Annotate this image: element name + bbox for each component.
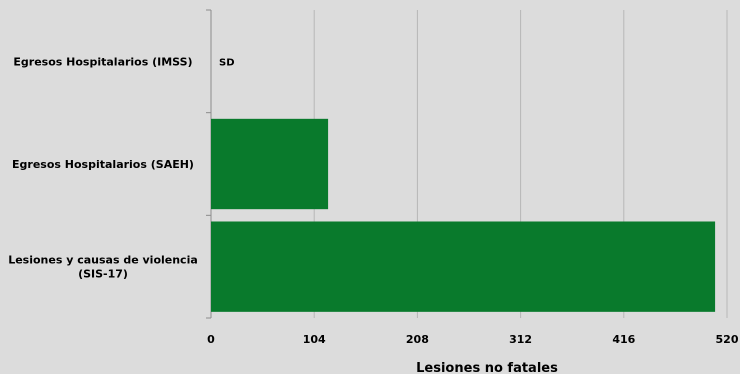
x-tick-label: 208 bbox=[406, 333, 429, 346]
category-label-line: Egresos Hospitalarios (SAEH) bbox=[12, 158, 194, 171]
category-label: Egresos Hospitalarios (IMSS) bbox=[13, 55, 192, 68]
x-tick-label: 416 bbox=[612, 333, 635, 346]
x-tick-labels: 0 104 208 312 416 520 bbox=[207, 333, 739, 346]
x-axis-title: Lesiones no fatales bbox=[416, 361, 558, 374]
category-label-line: (SIS-17) bbox=[78, 268, 128, 281]
bar bbox=[211, 221, 716, 312]
x-tick-label: 520 bbox=[716, 333, 739, 346]
x-tick-label: 104 bbox=[303, 333, 326, 346]
x-tick-label: 312 bbox=[509, 333, 532, 346]
axes bbox=[206, 9, 212, 319]
bars: SD bbox=[211, 57, 716, 312]
bar bbox=[211, 118, 329, 210]
category-label: Lesiones y causas de violencia (SIS-17) bbox=[8, 254, 198, 281]
value-label: SD bbox=[219, 57, 235, 68]
x-tick-label: 0 bbox=[207, 333, 215, 346]
category-label-line: Egresos Hospitalarios (IMSS) bbox=[13, 55, 192, 68]
category-label: Egresos Hospitalarios (SAEH) bbox=[12, 158, 194, 171]
category-labels: Egresos Hospitalarios (IMSS) Egresos Hosp… bbox=[8, 55, 198, 280]
category-label-line: Lesiones y causas de violencia bbox=[8, 254, 198, 267]
